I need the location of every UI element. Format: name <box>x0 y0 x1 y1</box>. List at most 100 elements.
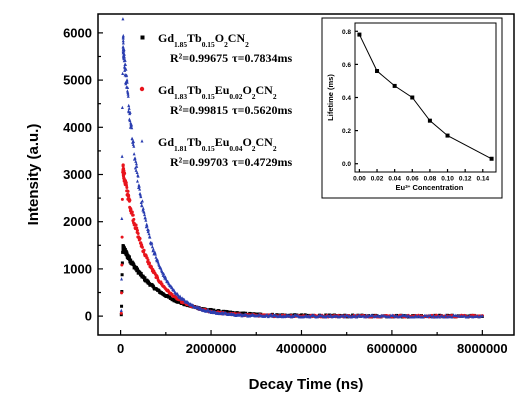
inset-y-tick-label: 0.4 <box>342 95 351 102</box>
data-point <box>151 247 155 251</box>
r-squared: R²=0.99703 <box>170 155 228 169</box>
data-point <box>122 52 126 56</box>
data-point <box>121 71 125 76</box>
data-point <box>130 126 134 130</box>
legend-label-part: 0.02 <box>229 92 242 101</box>
data-point <box>121 38 125 43</box>
data-point <box>144 218 148 222</box>
data-point <box>130 137 134 141</box>
x-tick-label: 2000000 <box>186 341 237 356</box>
data-point <box>432 313 436 318</box>
data-point <box>127 255 131 259</box>
data-point <box>412 315 416 319</box>
data-point <box>142 210 146 214</box>
y-tick-label: 6000 <box>63 25 92 40</box>
data-point <box>123 58 127 62</box>
y-tick-label: 5000 <box>63 73 92 88</box>
inset-x-tick-label: 0.02 <box>371 176 384 183</box>
data-point <box>129 208 133 212</box>
data-point <box>141 206 145 210</box>
x-axis-title: Decay Time (ns) <box>249 376 364 393</box>
data-point <box>430 315 434 319</box>
data-point <box>128 118 132 123</box>
legend-label-part: O <box>242 135 251 149</box>
data-point <box>123 171 127 175</box>
data-point <box>135 179 139 183</box>
data-point <box>444 313 448 317</box>
data-point <box>140 35 145 40</box>
inset-y-tick-label: 0.2 <box>342 128 351 135</box>
data-point <box>463 314 467 318</box>
inset-x-axis-title-part: 3+ <box>405 184 411 189</box>
inset-data-point <box>427 118 432 123</box>
data-point <box>120 304 124 308</box>
data-point <box>480 314 484 318</box>
data-point <box>130 210 134 214</box>
data-point <box>132 217 136 221</box>
inset-plot: 0.00 0.02 0.04 0.06 0.08 0.10 0.12 0.14 0.0 0.2 0.… <box>321 17 503 199</box>
data-point <box>126 189 130 193</box>
legend-label-part: Eu <box>215 135 230 149</box>
lifetime-tau: τ=0.7834ms <box>232 51 292 65</box>
legend-label-part: 0.04 <box>229 144 242 153</box>
legend-label-part: 0.15 <box>202 92 215 101</box>
data-point <box>395 313 399 317</box>
r-squared: R²=0.99815 <box>170 103 228 117</box>
data-point <box>421 315 425 319</box>
data-point <box>121 36 125 40</box>
data-point <box>365 314 369 319</box>
data-point <box>140 139 144 143</box>
data-point <box>126 94 130 98</box>
series-0-points <box>119 244 484 319</box>
data-point <box>128 198 132 202</box>
data-point <box>120 291 124 295</box>
inset-x-tick-label: 0.10 <box>441 176 454 183</box>
inset-x-axis-title: Eu3+ Concentration <box>396 183 464 192</box>
series-2-points <box>119 17 484 319</box>
fit-annotation: R²=0.99675 τ=0.7834ms <box>170 51 292 65</box>
data-point <box>120 261 124 265</box>
data-point <box>134 162 138 166</box>
data-point <box>124 81 128 86</box>
data-point <box>150 244 154 249</box>
data-point <box>163 275 167 279</box>
data-point <box>139 271 143 275</box>
legend-label-part: Gd <box>158 83 174 97</box>
inset-x-tick-label: 0.08 <box>424 176 437 183</box>
inset-data-point <box>357 32 362 37</box>
x-tick-label: 4000000 <box>276 341 327 356</box>
r-squared: R²=0.99675 <box>170 51 228 65</box>
legend-label-part: CN <box>228 31 246 45</box>
inset-x-tick-label: 0.12 <box>459 176 472 183</box>
fit-annotation: R²=0.99815 τ=0.5620ms <box>170 103 292 117</box>
x-tick-label: 6000000 <box>367 341 418 356</box>
fit-annotation: R²=0.99703 τ=0.4729ms <box>170 155 292 169</box>
inset-y-tick-label: 0.6 <box>342 62 351 69</box>
data-point <box>153 252 157 256</box>
inset-data-point <box>410 95 415 100</box>
data-point <box>147 228 151 232</box>
data-point <box>425 314 429 319</box>
legend-label-part: 0.15 <box>202 144 215 153</box>
data-point <box>162 271 166 276</box>
inset-x-tick-label: 0.06 <box>406 176 419 183</box>
legend-label-part: Eu <box>215 83 230 97</box>
data-point <box>142 248 146 252</box>
data-point <box>154 255 158 259</box>
y-tick-label: 3000 <box>63 167 92 182</box>
data-point <box>450 315 454 319</box>
data-point <box>134 168 138 172</box>
data-point <box>352 314 356 319</box>
data-point <box>124 181 128 185</box>
data-point <box>135 267 139 271</box>
data-point <box>125 185 129 189</box>
data-point <box>126 92 130 96</box>
data-point <box>378 314 382 318</box>
legend-label-part: Tb <box>187 31 202 45</box>
data-point <box>134 265 138 269</box>
data-point <box>148 235 152 239</box>
legend-label-part: 0.15 <box>202 40 215 49</box>
